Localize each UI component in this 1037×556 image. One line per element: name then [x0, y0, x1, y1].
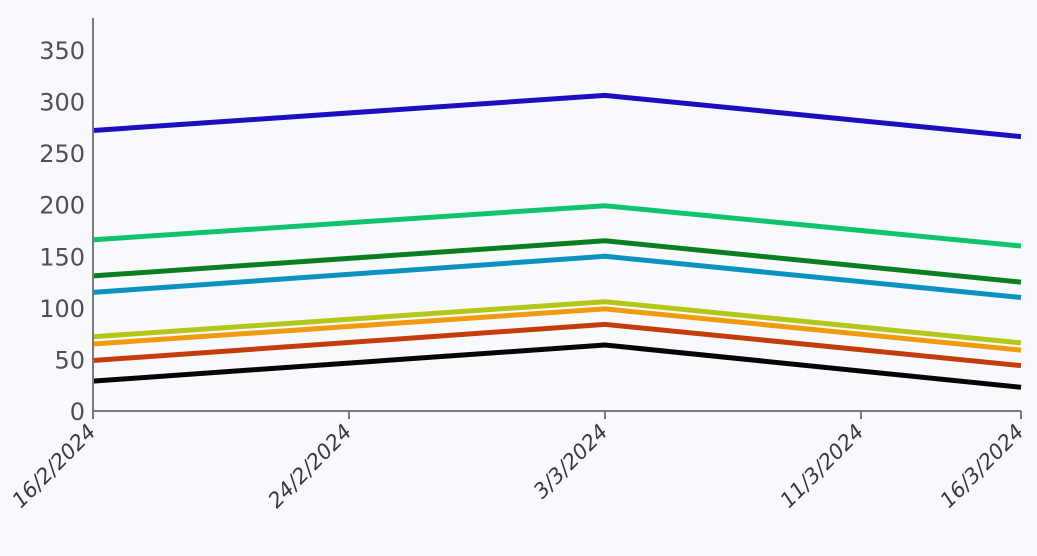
y-tick-label: 200: [39, 192, 85, 220]
y-tick-label: 300: [39, 89, 85, 117]
y-tick-label: 0: [70, 398, 85, 426]
x-tick-label: 16/2/2024: [7, 420, 100, 513]
y-tick-label: 150: [39, 243, 85, 271]
series-line-5: [92, 299, 1022, 346]
x-tick-label: 16/3/2024: [935, 420, 1028, 513]
series-line-6: [92, 306, 1022, 353]
series-line-7: [92, 321, 1022, 369]
series-line-4: [92, 253, 1022, 300]
series-line-8: [92, 342, 1022, 390]
x-tick-label: 24/2/2024: [263, 420, 356, 513]
series-line-2: [92, 203, 1022, 249]
x-tick-label: 11/3/2024: [775, 420, 868, 513]
x-tick-label: 3/3/2024: [529, 420, 613, 504]
y-tick-label: 50: [54, 346, 85, 374]
series-layer: [92, 92, 1022, 390]
series-line-1: [92, 92, 1022, 140]
y-tick-label: 250: [39, 140, 85, 168]
y-tick-label: 100: [39, 295, 85, 323]
y-tick-label: 350: [39, 37, 85, 65]
series-line-3: [92, 238, 1022, 285]
